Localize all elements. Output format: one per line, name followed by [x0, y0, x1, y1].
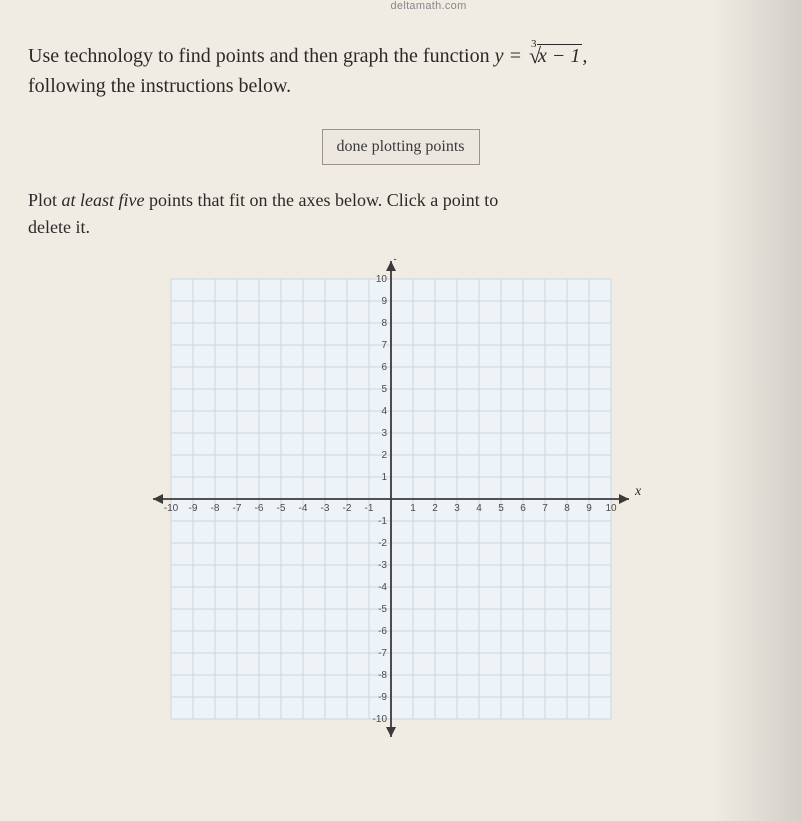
- svg-text:10: 10: [375, 274, 387, 285]
- svg-text:-5: -5: [378, 604, 387, 615]
- svg-text:-9: -9: [188, 503, 197, 514]
- svg-text:-6: -6: [254, 503, 263, 514]
- radical-sign: √: [529, 43, 541, 68]
- svg-text:-7: -7: [232, 503, 241, 514]
- svg-text:8: 8: [564, 503, 570, 514]
- svg-text:-4: -4: [298, 503, 307, 514]
- svg-text:1: 1: [381, 472, 387, 483]
- svg-text:1: 1: [410, 503, 416, 514]
- done-plotting-button[interactable]: done plotting points: [322, 129, 480, 165]
- problem-statement: Use technology to find points and then g…: [28, 38, 773, 101]
- url-remnant: deltamath.com: [391, 0, 467, 12]
- button-row: done plotting points: [28, 129, 773, 165]
- svg-text:2: 2: [432, 503, 438, 514]
- svg-text:3: 3: [381, 428, 387, 439]
- svg-text:-2: -2: [342, 503, 351, 514]
- svg-text:-10: -10: [372, 714, 387, 725]
- cube-root: 3√x − 1: [527, 38, 582, 71]
- svg-text:-2: -2: [378, 538, 387, 549]
- instruction-b: points that fit on the axes below. Click…: [145, 190, 499, 210]
- svg-text:7: 7: [381, 340, 387, 351]
- svg-text:-1: -1: [378, 516, 387, 527]
- svg-text:-5: -5: [276, 503, 285, 514]
- svg-text:-3: -3: [378, 560, 387, 571]
- svg-text:-3: -3: [320, 503, 329, 514]
- svg-text:-7: -7: [378, 648, 387, 659]
- problem-text-a: Use technology to find points and then g…: [28, 45, 495, 67]
- svg-text:x: x: [634, 484, 642, 499]
- svg-text:9: 9: [586, 503, 592, 514]
- y-equals: y =: [495, 45, 527, 67]
- svg-text:3: 3: [454, 503, 460, 514]
- svg-text:9: 9: [381, 296, 387, 307]
- svg-text:-8: -8: [210, 503, 219, 514]
- svg-text:6: 6: [381, 362, 387, 373]
- svg-text:5: 5: [381, 384, 387, 395]
- svg-text:-4: -4: [378, 582, 387, 593]
- svg-text:-9: -9: [378, 692, 387, 703]
- svg-text:y: y: [393, 259, 402, 261]
- svg-text:4: 4: [476, 503, 482, 514]
- coordinate-grid[interactable]: y x 10 9 8 7 6 5 4 3 2 1 -1 -2 -3 -4 -5 -6 -7 -8 -9 -10 -10 -9 -…: [111, 259, 691, 759]
- svg-text:4: 4: [381, 406, 387, 417]
- problem-tail: ,: [582, 45, 587, 67]
- problem-text-b: following the instructions below.: [28, 75, 291, 97]
- svg-text:5: 5: [498, 503, 504, 514]
- svg-text:-10: -10: [163, 503, 178, 514]
- svg-text:6: 6: [520, 503, 526, 514]
- page-container: deltamath.com Use technology to find poi…: [0, 0, 801, 821]
- svg-text:10: 10: [605, 503, 617, 514]
- svg-text:2: 2: [381, 450, 387, 461]
- instruction-c: delete it.: [28, 217, 90, 237]
- equation: y = 3√x − 1,: [495, 45, 588, 67]
- svg-text:-8: -8: [378, 670, 387, 681]
- svg-text:7: 7: [542, 503, 548, 514]
- plot-instruction: Plot at least five points that fit on th…: [28, 187, 773, 241]
- svg-text:-1: -1: [364, 503, 373, 514]
- svg-text:8: 8: [381, 318, 387, 329]
- graph-container: y x 10 9 8 7 6 5 4 3 2 1 -1 -2 -3 -4 -5 -6 -7 -8 -9 -10 -10 -9 -…: [28, 259, 773, 764]
- radicand: x − 1: [537, 44, 582, 67]
- svg-text:-6: -6: [378, 626, 387, 637]
- instruction-a: Plot: [28, 190, 62, 210]
- instruction-em: at least five: [62, 190, 145, 210]
